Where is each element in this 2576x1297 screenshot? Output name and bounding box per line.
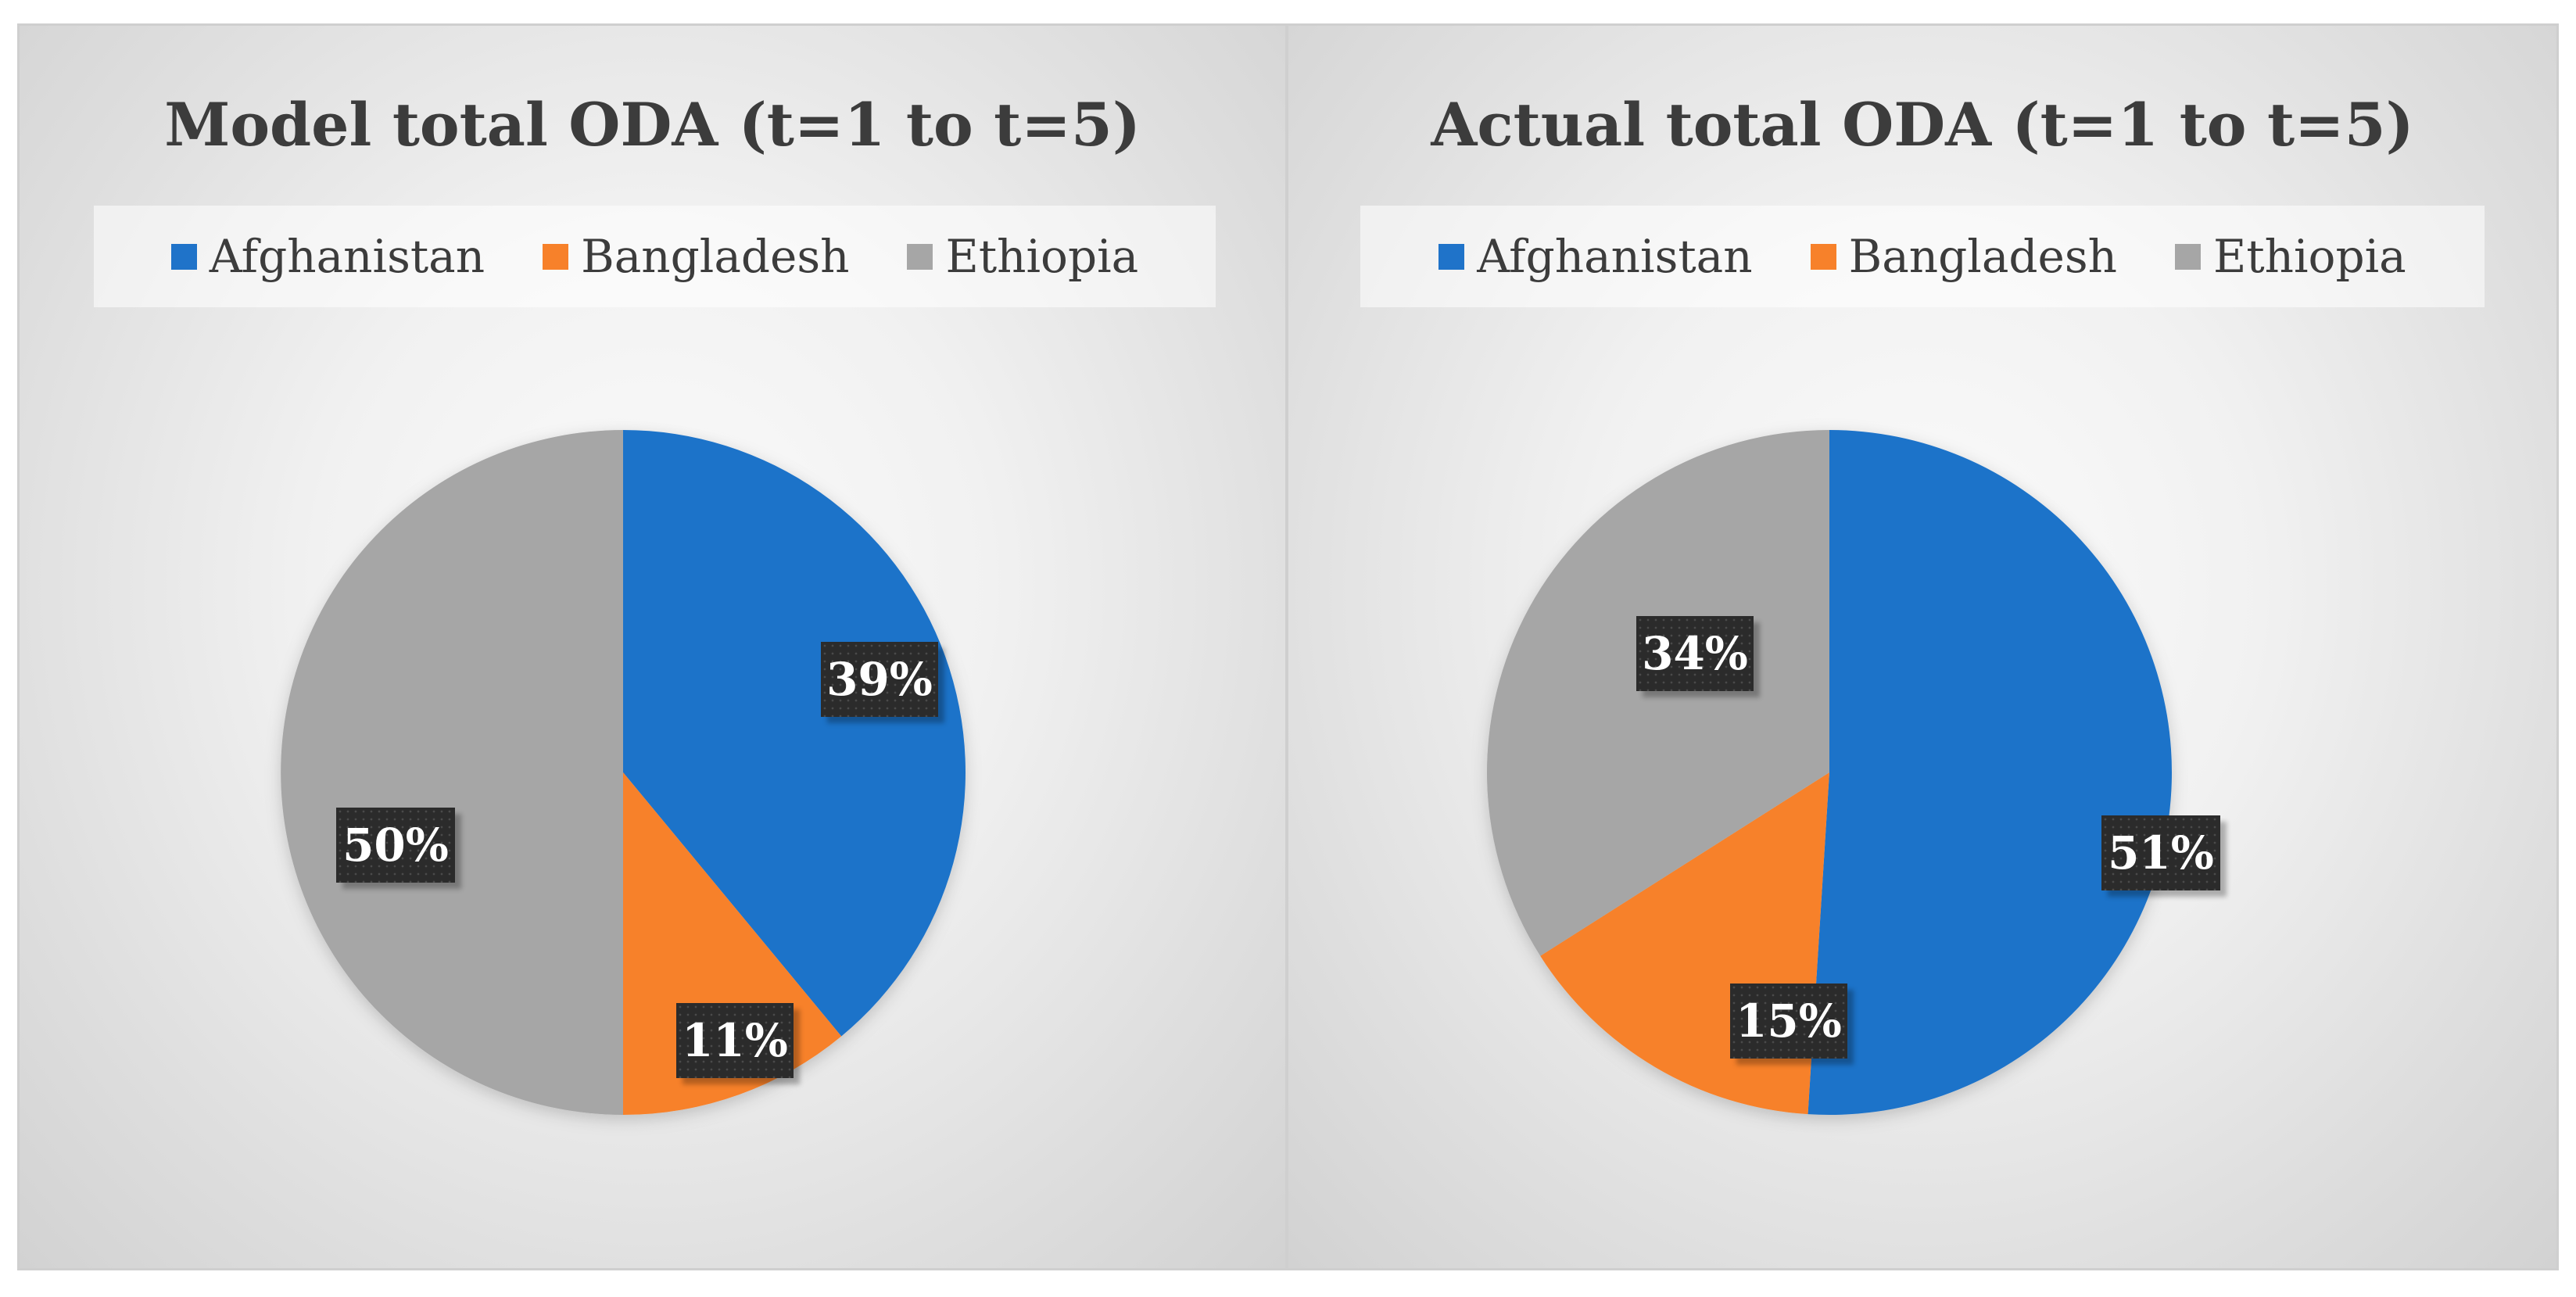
legend: Afghanistan Bangladesh Ethiopia	[94, 206, 1216, 307]
slice-label-bangladesh: 11%	[676, 1003, 794, 1078]
pie-slice-afghanistan	[1807, 430, 2173, 1115]
legend-swatch	[170, 243, 197, 270]
slice-label-afghanistan: 39%	[821, 642, 938, 717]
legend-label: Afghanistan	[1477, 230, 1753, 283]
pie-chart	[1487, 430, 2173, 1115]
legend-swatch	[2174, 243, 2201, 270]
legend-swatch	[1438, 243, 1465, 270]
pie-slice-ethiopia	[1487, 430, 1829, 956]
legend-swatch	[543, 243, 569, 270]
actual-chart-panel: Actual total ODA (t=1 to t=5) Afghanista…	[1286, 23, 2559, 1270]
chart-title: Actual total ODA (t=1 to t=5)	[1431, 90, 2414, 159]
slice-label-afghanistan: 51%	[2101, 815, 2220, 890]
model-chart-panel: Model total ODA (t=1 to t=5) Afghanistan…	[17, 23, 1288, 1270]
legend-label: Bangladesh	[581, 230, 850, 283]
legend-label: Ethiopia	[945, 230, 1139, 283]
legend-item-afghanistan: Afghanistan	[170, 230, 485, 283]
legend-swatch	[1810, 243, 1836, 270]
pie-slice-ethiopia	[281, 430, 623, 1115]
legend-swatch	[907, 243, 933, 270]
legend-label: Bangladesh	[1848, 230, 2117, 283]
legend-label: Afghanistan	[209, 230, 485, 283]
legend-item-afghanistan: Afghanistan	[1438, 230, 1753, 283]
pie-chart	[281, 430, 966, 1115]
slice-label-ethiopia: 50%	[336, 808, 455, 883]
slice-label-ethiopia: 34%	[1636, 616, 1754, 691]
legend-item-ethiopia: Ethiopia	[907, 230, 1138, 283]
legend-item-bangladesh: Bangladesh	[1810, 230, 2117, 283]
legend: Afghanistan Bangladesh Ethiopia	[1360, 206, 2485, 307]
legend-label: Ethiopia	[2212, 230, 2406, 283]
legend-item-ethiopia: Ethiopia	[2174, 230, 2406, 283]
legend-item-bangladesh: Bangladesh	[543, 230, 849, 283]
slice-label-bangladesh: 15%	[1730, 983, 1847, 1059]
pie-slice-afghanistan	[623, 430, 966, 1037]
chart-title: Model total ODA (t=1 to t=5)	[164, 90, 1141, 159]
